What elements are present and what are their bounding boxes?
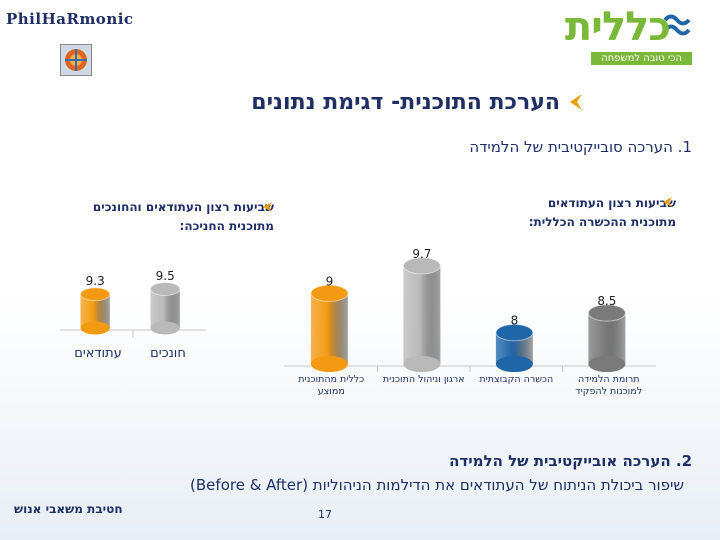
chart2-title: שביעות רצון העתודאים והחונכים מתוכנית הח… — [93, 198, 274, 236]
chart1-bar-2 — [495, 323, 534, 372]
chart2-category-label-0: עתודאים — [74, 346, 122, 361]
chart1-value-label-1: 9.7 — [412, 247, 431, 261]
chart2-bar-1 — [150, 282, 181, 335]
chart1-category-label-2: הכשרה הקבוצתית — [479, 374, 554, 385]
chart1-category-label-1: ארגון וניהול התוכנית — [382, 374, 465, 385]
chart2-plot: 9.3 9.5 — [60, 269, 206, 338]
chart1-bar-3 — [587, 304, 626, 372]
chart2-title-line1: שביעות רצון העתודאים והחונכים — [92, 200, 274, 214]
chart1-value-label-3: 8.5 — [597, 294, 616, 308]
chart2-category-label-1: חונכים — [150, 346, 186, 361]
page-number: 17 — [318, 508, 332, 521]
philharmonic-logo-text: PhilHaRmonic — [6, 10, 134, 28]
chart1-plot: 9 9.7 8 8.5 — [284, 247, 656, 372]
footer-division: חטיבת משאבי אנוש — [14, 502, 123, 516]
chart2-bar-0 — [80, 287, 111, 335]
chart2-arrow-icon — [263, 202, 272, 212]
clalit-logo-icon — [663, 14, 691, 36]
section1-heading: 1. הערכה סובייקטיבית של הלמידה — [469, 138, 692, 156]
globe-logo-icon — [60, 44, 92, 76]
clalit-logo-word: כללית — [564, 4, 671, 50]
chart1-arrow-icon — [663, 197, 672, 207]
chart1-title-line2: מתוכנית ההכשרה הכללית: — [528, 215, 676, 229]
chart1-category-label-0: כללית מהתוכנית ממוצע — [298, 374, 365, 397]
chart1-bar-0 — [310, 284, 349, 372]
section2-subtitle: שיפור ביכולת הניתוח של העתודאים את הדילמ… — [190, 476, 684, 494]
chart2-value-label-1: 9.5 — [156, 269, 175, 283]
chart1-value-label-0: 9 — [326, 274, 334, 288]
clalit-slogan: הכי טובה למשפחה — [591, 52, 692, 65]
slide-title: הערכת התוכנית- דגימת נתונים — [251, 90, 560, 115]
chart2-title-line2: מתוכנית החניכה: — [179, 219, 274, 233]
chart1-category-label-3: תרומת הלמידה למוכנות להפקיד — [575, 374, 643, 397]
chart1-title-line1: שביעות רצון העתודאים — [547, 196, 676, 210]
chart1-value-label-2: 8 — [511, 314, 519, 328]
chart1-bar-1 — [402, 257, 441, 372]
chart2-value-label-0: 9.3 — [86, 274, 105, 288]
arrow-bullet-icon — [570, 94, 582, 110]
section2-heading: 2. הערכה אובייקטיבית של הלמידה — [449, 452, 692, 470]
chart1-title: שביעות רצון העתודאים מתוכנית ההכשרה הכלל… — [529, 194, 676, 232]
